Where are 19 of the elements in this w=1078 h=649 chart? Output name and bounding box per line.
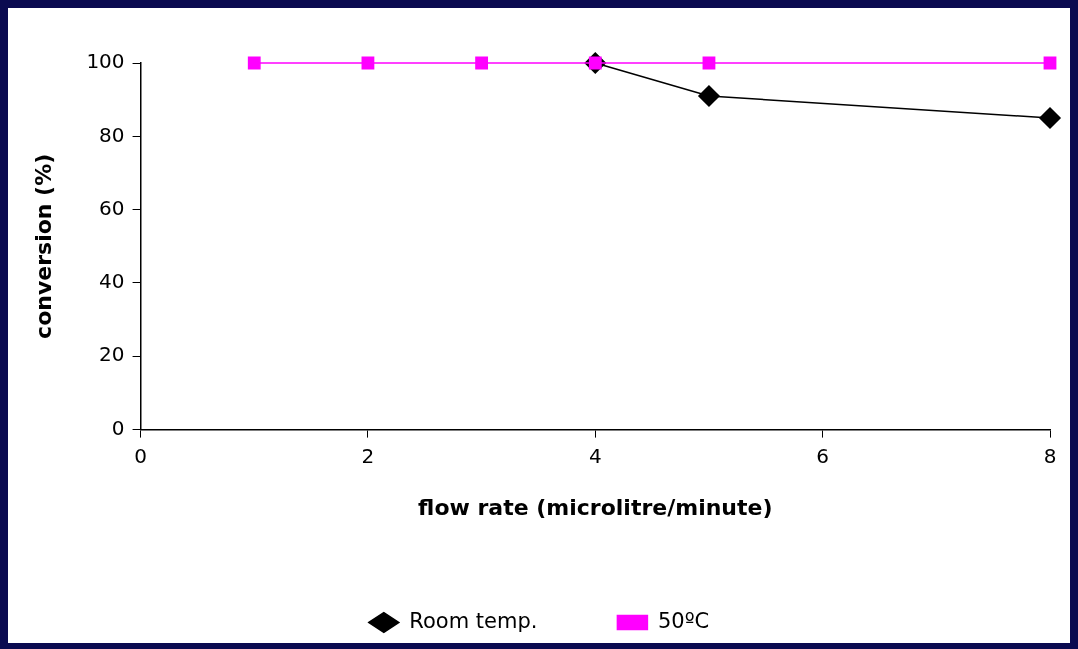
- point: [698, 85, 720, 107]
- x-tick-label: 4: [588, 443, 602, 468]
- y-axis-title: conversion (%): [30, 153, 56, 339]
- y-tick-label: 0: [111, 415, 125, 440]
- x-tick-label: 8: [1043, 443, 1057, 468]
- x-tick-label: 6: [816, 443, 830, 468]
- x-tick-label: 2: [361, 443, 375, 468]
- point: [247, 56, 261, 70]
- x-tick-label: 0: [134, 443, 147, 468]
- y-tick-label: 40: [99, 269, 125, 294]
- y-tick-label: 20: [99, 342, 125, 367]
- y-tick-label: 80: [99, 122, 125, 147]
- y-tick-label: 100: [86, 49, 125, 74]
- point: [475, 56, 489, 70]
- x-axis-title: flow rate (microlitre/minute): [418, 494, 773, 520]
- y-tick-label: 60: [99, 195, 125, 220]
- legend-label: Room temp.: [409, 608, 538, 633]
- point: [1039, 107, 1061, 129]
- legend-label: 50ºC: [657, 608, 710, 633]
